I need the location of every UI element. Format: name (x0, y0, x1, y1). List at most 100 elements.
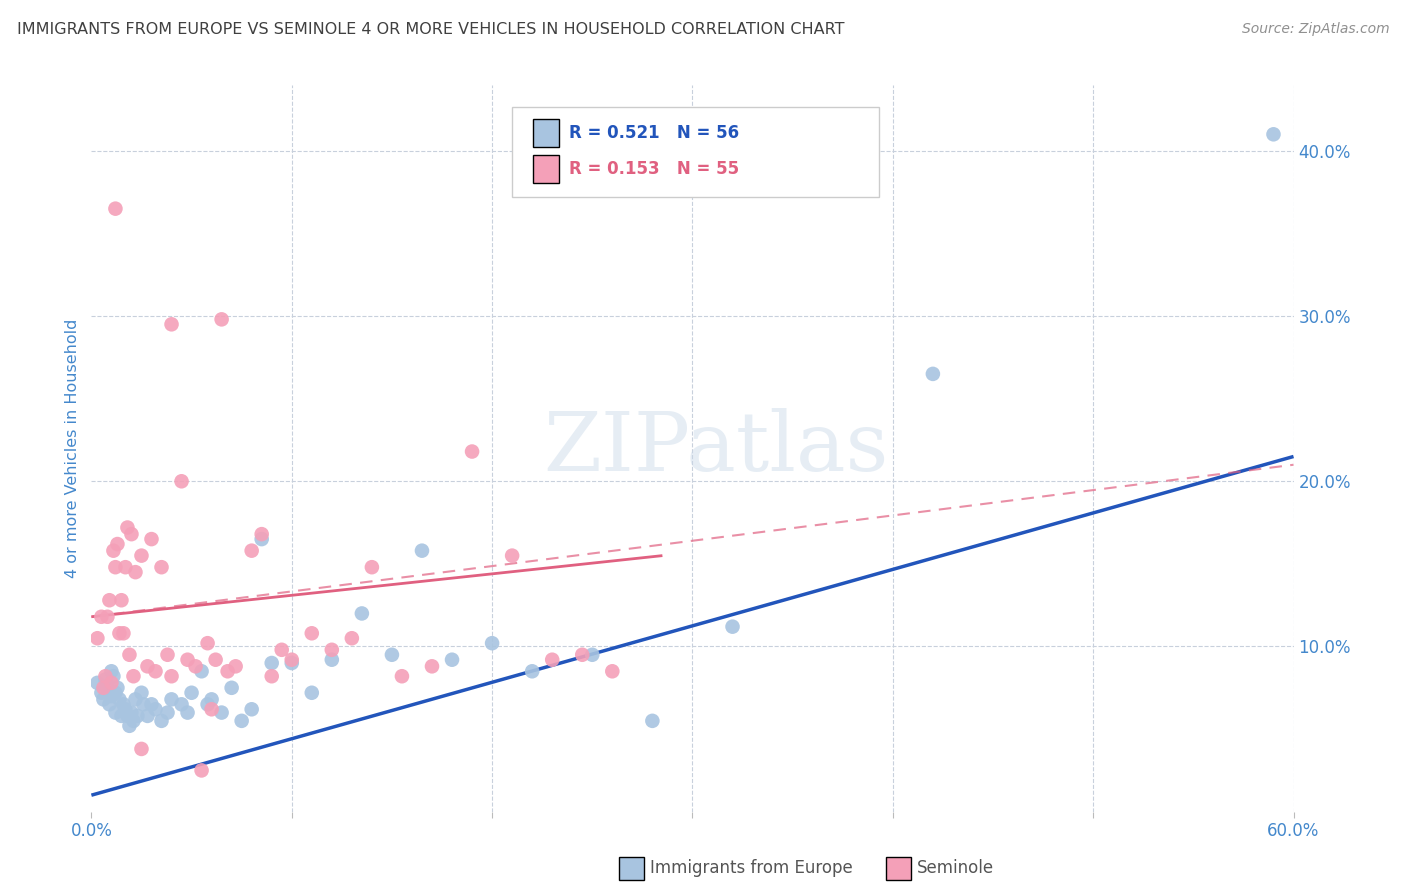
Point (107, 537, 129, 551)
Point (104, 706, 127, 720)
Point (301, 626, 323, 640)
Point (522, 665, 544, 679)
Point (90, 609, 112, 624)
Point (98, 698, 121, 712)
Point (141, 532, 163, 546)
Point (122, 669, 145, 683)
Point (141, 698, 163, 712)
Point (156, 648, 179, 662)
Point (381, 648, 404, 662)
Point (211, 706, 233, 720)
Point (108, 692, 131, 706)
Point (103, 669, 125, 683)
Point (110, 709, 132, 723)
Point (124, 565, 146, 579)
Point (201, 702, 224, 716)
Point (121, 527, 143, 541)
Point (112, 626, 135, 640)
Point (250, 527, 273, 541)
Point (184, 659, 207, 673)
Point (420, 659, 443, 673)
Point (131, 686, 153, 700)
Point (103, 543, 125, 558)
Point (100, 676, 122, 690)
Point (1263, 128, 1285, 142)
Text: R = 0.153   N = 55: R = 0.153 N = 55 (568, 160, 738, 178)
Point (197, 636, 219, 650)
Point (110, 593, 132, 607)
Point (197, 698, 219, 712)
Point (180, 686, 202, 700)
FancyBboxPatch shape (533, 119, 560, 146)
Point (160, 318, 183, 332)
Point (581, 648, 603, 662)
Point (501, 549, 523, 563)
Point (96, 609, 118, 624)
Point (118, 719, 141, 733)
FancyBboxPatch shape (512, 106, 879, 197)
Point (260, 669, 283, 683)
Point (107, 681, 129, 695)
Point (108, 626, 131, 640)
Point (117, 709, 139, 723)
Y-axis label: 4 or more Vehicles in Household: 4 or more Vehicles in Household (65, 318, 80, 578)
Point (112, 698, 135, 712)
Point (240, 702, 263, 716)
Point (145, 702, 167, 716)
Point (541, 653, 564, 667)
Point (360, 560, 382, 574)
Point (411, 543, 433, 558)
Point (114, 702, 136, 716)
Point (602, 665, 624, 679)
Point (481, 636, 503, 650)
FancyBboxPatch shape (533, 155, 560, 183)
Point (136, 709, 159, 723)
Text: Source: ZipAtlas.com: Source: ZipAtlas.com (1241, 22, 1389, 37)
Point (260, 656, 283, 670)
Text: ZIPatlas: ZIPatlas (544, 409, 889, 488)
Point (201, 692, 224, 706)
Point (100, 689, 122, 703)
Point (391, 669, 413, 683)
Text: IMMIGRANTS FROM EUROPE VS SEMINOLE 4 OR MORE VEHICLES IN HOUSEHOLD CORRELATION C: IMMIGRANTS FROM EUROPE VS SEMINOLE 4 OR … (17, 22, 845, 37)
Point (132, 698, 155, 712)
Point (321, 642, 343, 657)
Point (281, 653, 304, 667)
Point (641, 714, 664, 728)
Point (321, 653, 343, 667)
Point (176, 706, 198, 720)
Point (93, 681, 115, 695)
Point (156, 706, 179, 720)
Point (96, 681, 118, 695)
Point (86, 676, 108, 690)
Point (160, 669, 183, 683)
Point (190, 764, 212, 778)
Point (221, 681, 243, 695)
Point (121, 706, 143, 720)
Point (440, 653, 463, 667)
Point (114, 560, 136, 574)
Point (176, 653, 198, 667)
Point (94, 669, 117, 683)
Point (721, 620, 744, 634)
Point (93, 692, 115, 706)
Point (340, 632, 363, 646)
Point (100, 665, 122, 679)
Point (145, 665, 167, 679)
Text: Seminole: Seminole (917, 859, 994, 877)
Point (461, 444, 484, 458)
Point (122, 714, 145, 728)
Point (86, 632, 108, 646)
Point (231, 714, 253, 728)
Point (104, 202, 127, 216)
Point (217, 665, 239, 679)
Point (98, 593, 121, 607)
Point (211, 312, 233, 326)
Point (240, 543, 263, 558)
Point (150, 560, 173, 574)
Point (190, 665, 212, 679)
Point (281, 656, 304, 670)
Point (301, 686, 323, 700)
Text: R = 0.521   N = 56: R = 0.521 N = 56 (568, 124, 738, 142)
Point (250, 532, 273, 546)
